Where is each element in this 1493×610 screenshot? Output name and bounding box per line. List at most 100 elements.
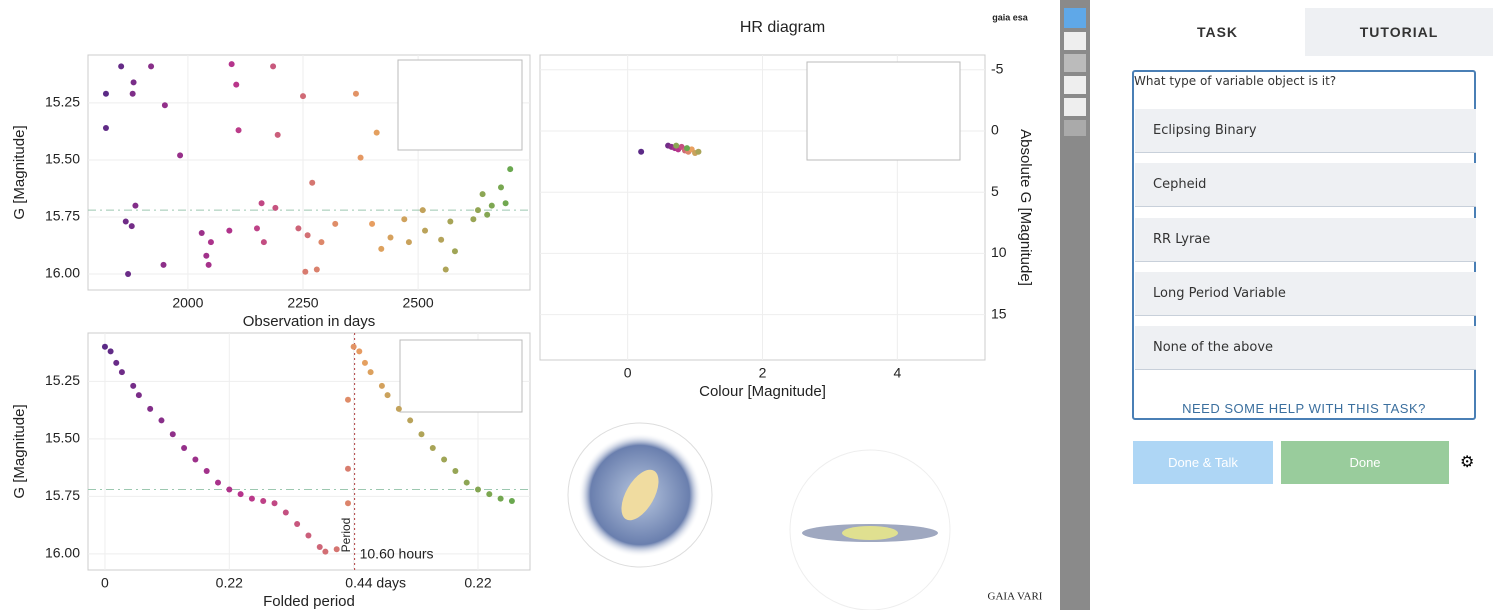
data-point [233, 81, 240, 88]
data-point [474, 207, 481, 214]
x-axis-label: Observation in days [243, 313, 376, 330]
data-point [497, 495, 504, 502]
sky-maps [567, 422, 951, 610]
x-tick-label: 4 [893, 365, 901, 381]
data-point [260, 497, 267, 504]
data-point [497, 184, 504, 191]
help-link[interactable]: NEED SOME HELP WITH THIS TASK? [1182, 401, 1426, 416]
answer[interactable]: RR Lyrae [1135, 218, 1476, 262]
data-point [638, 148, 645, 155]
data-point [470, 216, 477, 223]
data-point [147, 405, 154, 412]
data-point [475, 486, 481, 493]
tool-rotate[interactable] [1064, 98, 1086, 116]
y-tick-label: 15.25 [45, 94, 80, 110]
data-point [102, 125, 109, 132]
data-point [313, 266, 320, 273]
data-point [282, 509, 289, 516]
data-point [318, 239, 325, 246]
logo-vari: GAIA VARI [988, 591, 1043, 603]
data-point [441, 456, 448, 463]
data-point [228, 61, 235, 68]
data-point [395, 405, 402, 412]
data-point [237, 491, 244, 498]
data-point [118, 63, 125, 70]
data-point [418, 431, 425, 438]
data-point [118, 369, 125, 376]
data-point [122, 218, 129, 225]
data-point [226, 227, 233, 234]
data-point [401, 216, 408, 223]
data-point [270, 63, 277, 70]
plots: gaia esa GAIA VARI 15.25 15.50 15.75 16.00 2… [11, 0, 1090, 610]
data-point [130, 79, 137, 86]
data-point [507, 166, 514, 173]
tab-tutorial[interactable]: TUTORIAL [1305, 8, 1493, 56]
x-tick-label: 0 [101, 575, 109, 591]
question: What type of variable object is it? [1134, 74, 1337, 88]
data-point [438, 236, 445, 243]
data-point [361, 359, 368, 366]
data-point [305, 532, 312, 539]
data-point [502, 200, 509, 207]
x-tick-label: 2 [759, 365, 767, 381]
tool-zoom-in[interactable] [1064, 76, 1086, 94]
data-point [203, 252, 210, 259]
data-point [158, 417, 165, 424]
data-point [161, 102, 168, 109]
data-point [253, 225, 260, 232]
data-point [272, 204, 279, 211]
y-tick-label: 15.75 [45, 487, 80, 503]
done-talk-button[interactable]: Done & Talk [1133, 441, 1273, 484]
data-point [135, 392, 142, 399]
data-point [181, 445, 188, 452]
data-point [125, 271, 132, 278]
data-point [101, 343, 108, 350]
data-point [378, 245, 385, 252]
data-point [102, 90, 109, 97]
data-point [130, 382, 137, 389]
y-axis-label: G [Magnitude] [11, 125, 28, 219]
x-tick-label: 2250 [287, 295, 318, 311]
answer[interactable]: None of the above [1135, 326, 1476, 370]
logo-gaia: gaia esa [992, 12, 1029, 22]
data-point [387, 234, 394, 241]
tool-reset[interactable] [1064, 120, 1086, 136]
data-point [695, 148, 702, 155]
y-tick-label: 16.00 [45, 545, 80, 561]
data-point [316, 543, 323, 550]
annotation: Period [339, 518, 353, 553]
data-point [442, 266, 449, 273]
data-point [352, 90, 359, 97]
data-point [160, 261, 167, 268]
data-point [451, 248, 458, 255]
data-point [463, 479, 470, 486]
x-tick-label: 0.44 days [345, 575, 406, 591]
data-point [215, 479, 221, 486]
data-point [407, 417, 414, 424]
data-point [357, 154, 364, 161]
data-point [373, 129, 380, 136]
tab-task[interactable]: TASK [1196, 24, 1239, 40]
tool-zoom-out[interactable] [1064, 54, 1086, 72]
tool-select[interactable] [1064, 8, 1086, 28]
settings-icon[interactable]: ⚙ [1460, 454, 1475, 471]
answer[interactable]: Eclipsing Binary [1135, 109, 1476, 153]
data-point [177, 152, 184, 159]
data-point [384, 392, 391, 399]
answer[interactable]: Cepheid [1135, 163, 1476, 207]
tool-pan[interactable] [1064, 32, 1086, 50]
answer[interactable]: Long Period Variable [1135, 272, 1476, 316]
data-point [207, 239, 214, 246]
data-point [422, 227, 429, 234]
x-tick-label: 0 [624, 365, 632, 381]
data-point [271, 500, 278, 507]
data-point [488, 202, 495, 209]
data-point [479, 191, 486, 198]
data-point [295, 225, 302, 232]
done-button[interactable]: Done [1281, 441, 1449, 484]
data-point [486, 491, 493, 498]
data-point [235, 127, 242, 134]
y-tick-label: 15 [991, 305, 1007, 321]
